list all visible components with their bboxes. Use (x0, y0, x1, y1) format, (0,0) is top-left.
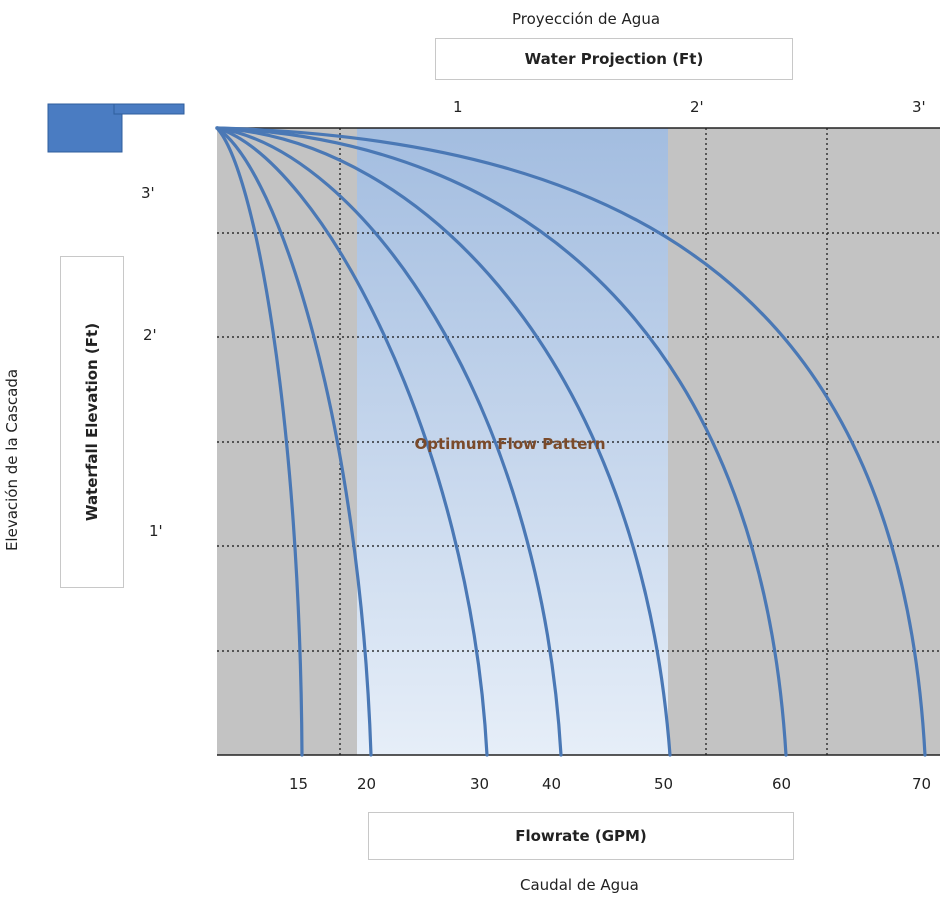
x-top-axis-label: Water Projection (Ft) (435, 38, 793, 80)
x-top-tick-1: 1 (453, 98, 463, 116)
top-caption: Proyección de Agua (512, 10, 661, 28)
x-bottom-tick-60: 60 (772, 775, 792, 793)
bottom-caption: Caudal de Agua (520, 876, 639, 894)
flow-curve-50-gpm (215, 126, 672, 757)
y-tick-3ft: 3' (141, 184, 155, 202)
y-axis-label-box: Waterfall Elevation (Ft) (60, 256, 124, 588)
weir-icon (47, 103, 185, 153)
x-bottom-tick-20: 20 (357, 775, 377, 793)
flow-curve-40-gpm (215, 126, 563, 757)
x-bottom-tick-30: 30 (470, 775, 490, 793)
flow-curve-15-gpm (215, 126, 304, 757)
x-top-tick-3: 3' (912, 98, 926, 116)
x-bottom-tick-40: 40 (542, 775, 562, 793)
x-bottom-axis-label: Flowrate (GPM) (368, 812, 794, 860)
x-top-tick-2: 2' (690, 98, 704, 116)
x-bottom-tick-50: 50 (654, 775, 674, 793)
flow-curves (215, 126, 927, 757)
flow-curve-60-gpm (215, 126, 788, 757)
y-tick-2ft: 2' (143, 326, 157, 344)
flow-curve-70-gpm (215, 126, 927, 757)
flow-curve-20-gpm (215, 126, 373, 757)
y-tick-1ft: 1' (149, 522, 163, 540)
flow-curve-30-gpm (215, 126, 489, 757)
optimum-flow-annotation: Optimum Flow Pattern (414, 435, 605, 453)
x-bottom-tick-70: 70 (912, 775, 932, 793)
x-bottom-tick-15: 15 (289, 775, 309, 793)
